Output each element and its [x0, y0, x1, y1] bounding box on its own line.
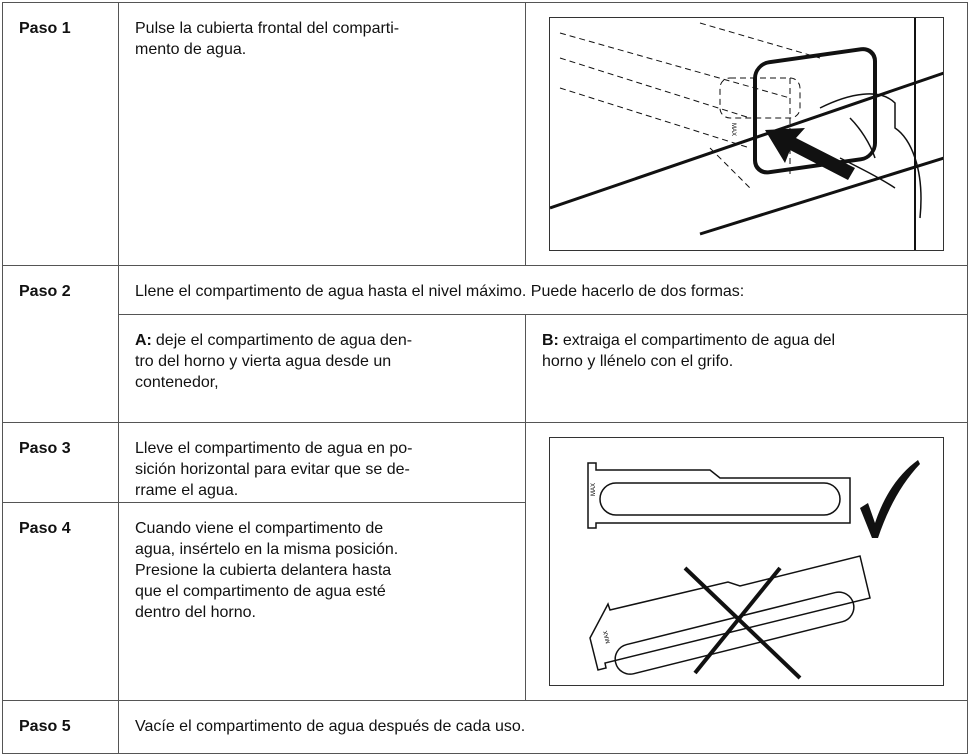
text-line: Llene el compartimento de agua hasta el … — [135, 283, 745, 300]
text-line: contenedor, — [135, 374, 219, 391]
text-line: Presione la cubierta delantera hasta — [135, 562, 392, 579]
text-line: horno y llénelo con el grifo. — [542, 353, 734, 370]
option-b: B: extraiga el compartimento de agua del … — [525, 314, 968, 423]
figure-label: MAX — [603, 630, 612, 644]
step-text: Vacíe el compartimento de agua después d… — [118, 700, 968, 754]
option-label: B: — [542, 332, 559, 349]
step-text: Lleve el compartimento de agua en po- si… — [118, 422, 526, 503]
text-line: tro del horno y vierta agua desde un — [135, 353, 392, 370]
step-text: Cuando viene el compartimento de agua, i… — [118, 502, 526, 701]
illustration-tank-orientation: MAX MAX — [549, 437, 944, 686]
option-label: A: — [135, 332, 152, 349]
text-line: rrame el agua. — [135, 482, 239, 499]
text: deje el compartimento de agua den- — [155, 332, 413, 349]
figure-label: MAX — [730, 123, 736, 136]
text-line: agua, insértelo en la misma posición. — [135, 541, 399, 558]
step-text: Llene el compartimento de agua hasta el … — [118, 265, 968, 315]
step-label: Paso 5 — [2, 700, 119, 754]
text: extraiga el compartimento de agua del — [562, 332, 836, 349]
text-line: sición horizontal para evitar que se de- — [135, 461, 410, 478]
text-line: que el compartimento de agua esté — [135, 583, 386, 600]
step-label: Paso 4 — [2, 502, 119, 701]
illustration-press-cover: MAX — [549, 17, 944, 251]
text-line: B: extraiga el compartimento de agua del — [542, 330, 951, 351]
text-line: Lleve el compartimento de agua en po- — [135, 440, 413, 457]
step-label: Paso 1 — [2, 2, 119, 266]
step-label: Paso 3 — [2, 422, 119, 503]
text-line: Vacíe el compartimento de agua después d… — [135, 718, 526, 735]
step-label: Paso 2 — [2, 265, 119, 423]
text-line: mento de agua. — [135, 41, 247, 58]
option-a: A: deje el compartimento de agua den- tro… — [118, 314, 526, 423]
text-line: dentro del horno. — [135, 604, 256, 621]
step-text: Pulse la cubierta frontal del comparti- … — [118, 2, 526, 266]
text-line: Pulse la cubierta frontal del comparti- — [135, 20, 400, 37]
figure-label: MAX — [591, 483, 597, 496]
text-line: A: deje el compartimento de agua den- — [135, 330, 509, 351]
text-line: Cuando viene el compartimento de — [135, 520, 384, 537]
